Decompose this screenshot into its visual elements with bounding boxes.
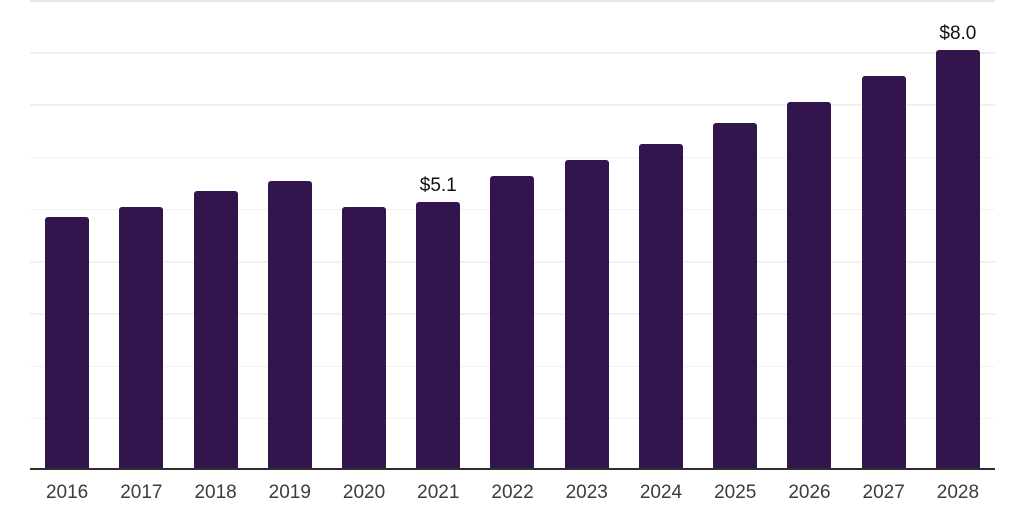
x-axis-label-2021: 2021 <box>417 482 460 503</box>
band-2019 <box>253 0 327 468</box>
x-axis-label-2017: 2017 <box>120 482 163 503</box>
bar-2026 <box>787 102 832 468</box>
band-2025 <box>698 0 772 468</box>
band-2023 <box>550 0 624 468</box>
band-2028: $8.0 <box>921 0 995 468</box>
x-axis-label-2025: 2025 <box>714 482 757 503</box>
plot-area: $5.1 $8.0 <box>30 0 995 470</box>
x-axis-label-2018: 2018 <box>194 482 237 503</box>
bar-2021 <box>416 201 461 468</box>
band-2020 <box>327 0 401 468</box>
band-2021: $5.1 <box>401 0 475 468</box>
x-axis-label-2024: 2024 <box>639 482 683 503</box>
band-2027 <box>847 0 921 468</box>
band-2026 <box>772 0 846 468</box>
bar-2020 <box>342 206 387 468</box>
band-2017 <box>104 0 178 468</box>
bar-2018 <box>193 191 238 468</box>
bar-2027 <box>861 76 906 468</box>
bar-2023 <box>564 159 609 468</box>
bar-2028 <box>935 50 980 468</box>
x-axis-label-2019: 2019 <box>268 482 311 503</box>
band-2018 <box>178 0 252 468</box>
bar-2022 <box>490 175 535 468</box>
x-axis-label-2026: 2026 <box>788 482 831 503</box>
x-axis-label-2022: 2022 <box>491 482 534 503</box>
bar-2025 <box>713 123 758 468</box>
value-label-2021: $5.1 <box>419 174 457 196</box>
x-axis: 2016 2017 2018 2019 2020 2021 2022 2023 2024 2025… <box>30 470 995 512</box>
x-axis-label-2023: 2023 <box>565 482 608 503</box>
x-axis-label-2027: 2027 <box>862 482 905 503</box>
x-axis-label-2020: 2020 <box>342 482 386 503</box>
x-axis-label-2028: 2028 <box>936 482 980 503</box>
bar-2017 <box>119 206 164 468</box>
bar-2024 <box>638 144 683 468</box>
band-2016 <box>30 0 104 468</box>
band-2022 <box>475 0 549 468</box>
bar-2016 <box>45 217 90 468</box>
x-axis-label-2016: 2016 <box>45 482 89 503</box>
bar-2019 <box>267 180 312 468</box>
value-label-2028: $8.0 <box>939 23 977 45</box>
band-2024 <box>624 0 698 468</box>
